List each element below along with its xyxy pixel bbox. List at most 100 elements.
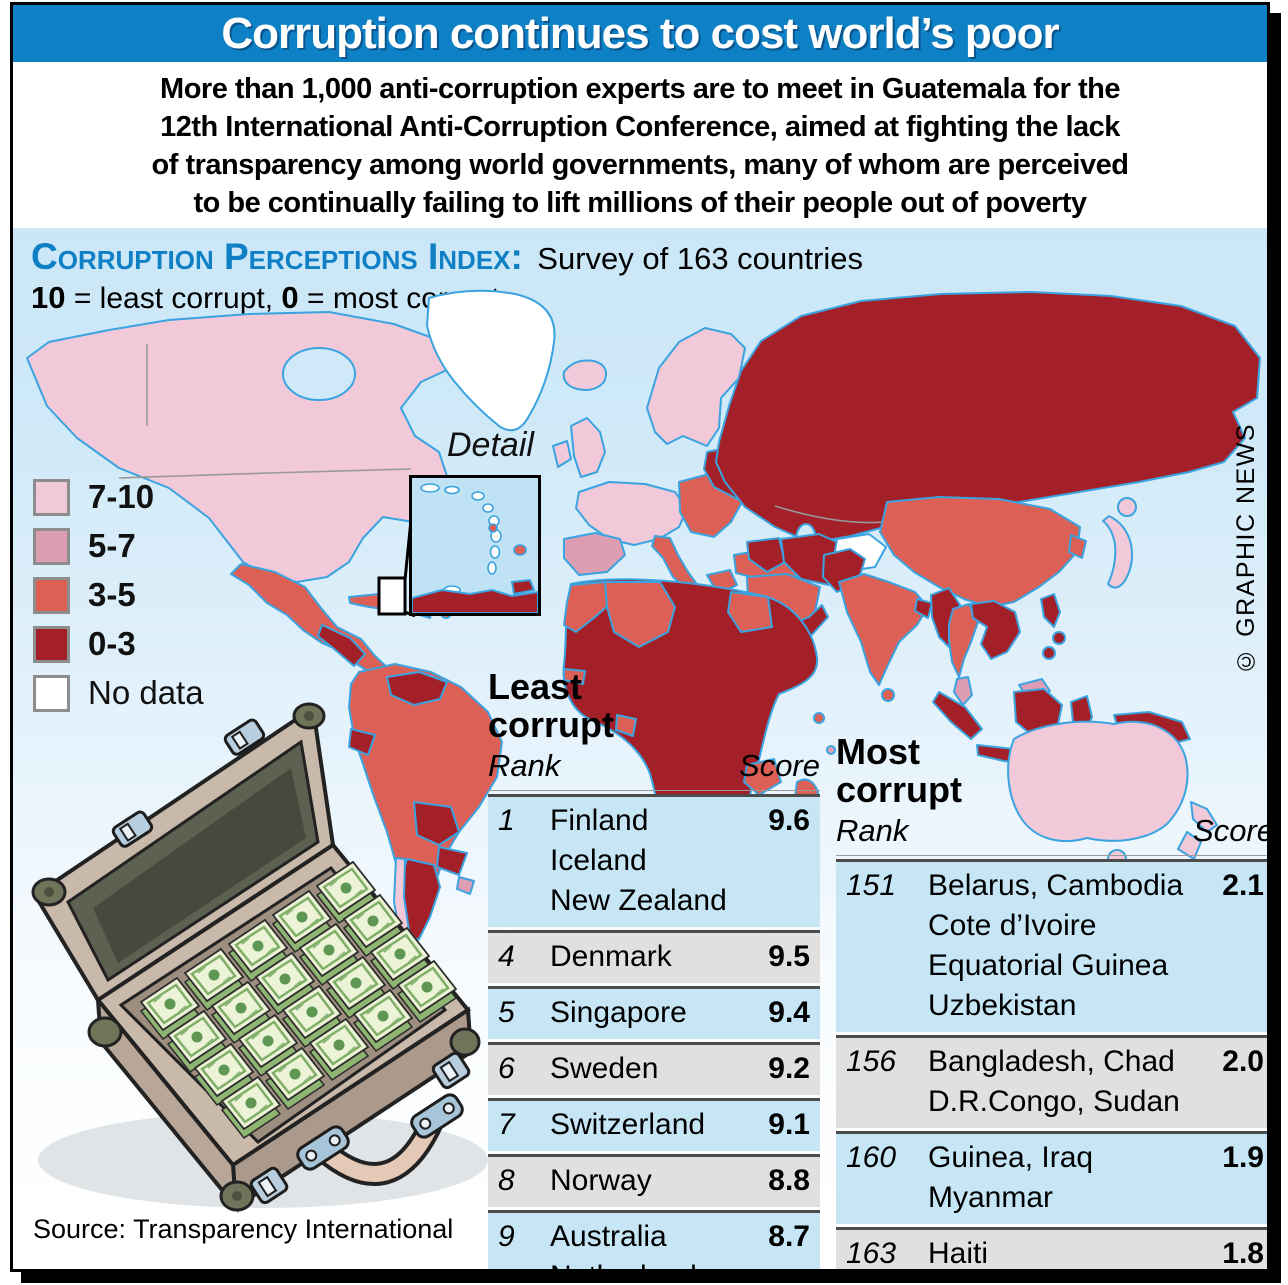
country-line: Belarus, Cambodia — [928, 869, 1184, 902]
region-malaysia — [953, 676, 973, 706]
legend-label: 7-10 — [88, 478, 155, 515]
score-cell: 2.1 — [1222, 869, 1264, 902]
region-mindanao — [1042, 646, 1056, 660]
intro-line: to be continually failing to lift millio… — [193, 187, 1087, 219]
score-cell: 9.1 — [768, 1108, 810, 1141]
country-cell: Belarus, Cambodia Cote d’Ivoire Equatori… — [928, 866, 1214, 1026]
country-line: Equatorial Guinea — [928, 949, 1169, 982]
money-briefcase-illustration — [31, 702, 488, 1214]
region-iraq-syria — [746, 537, 786, 573]
country-cell: Haiti — [928, 1234, 1214, 1269]
rank-cell: 9 — [498, 1220, 515, 1253]
country-cell: Guinea, Iraq Myanmar — [928, 1138, 1214, 1218]
rank-cell: 7 — [498, 1108, 515, 1141]
map-section: Corruption Perceptions Index: Survey of … — [13, 228, 1267, 1269]
scale-max-text: = least corrupt, — [65, 282, 282, 315]
region-west-europe — [575, 481, 688, 546]
score-cell: 8.7 — [768, 1220, 810, 1253]
region-indian-ocean-island — [826, 745, 836, 755]
page-frame: Corruption continues to cost world’s poo… — [10, 2, 1270, 1272]
cpi-heading: Corruption Perceptions Index: Survey of … — [31, 236, 863, 278]
score-cell: 9.2 — [768, 1052, 810, 1085]
detail-inset-label: Detail — [447, 426, 534, 464]
legend-item: 7-10 — [33, 478, 204, 516]
country-cell: Sweden — [550, 1049, 760, 1089]
inset-island-scored — [488, 523, 498, 533]
table-header-row: Rank Score — [836, 813, 1267, 855]
region-china — [879, 496, 1081, 608]
region-bangladesh — [914, 598, 933, 619]
region-egypt — [727, 591, 773, 633]
base-latch — [431, 1051, 471, 1090]
rank-cell: 160 — [846, 1141, 897, 1174]
table-row: 5 Singapore 9.4 — [488, 986, 820, 1039]
most-corrupt-table: Most corrupt Rank Score 151 Belarus, Cam… — [836, 733, 1267, 1269]
region-greenland — [426, 289, 556, 432]
title-line: corrupt — [836, 769, 962, 810]
region-sumatra — [932, 691, 983, 740]
country-line: Guinea, Iraq — [928, 1141, 1094, 1174]
source-credit: Source: Transparency International — [33, 1214, 454, 1244]
rank-cell: 156 — [846, 1045, 897, 1078]
graphic-news-credit: © GRAPHIC NEWS — [1232, 423, 1260, 675]
case-lid — [31, 702, 336, 1003]
region-sri-lanka — [881, 688, 895, 702]
country-line: Finland — [550, 804, 649, 837]
country-line: Uzbekistan — [928, 989, 1077, 1022]
intro-paragraph: More than 1,000 anti-corruption experts … — [13, 62, 1267, 228]
region-paraguay — [436, 846, 468, 876]
country-cell: Singapore — [550, 993, 760, 1033]
region-ireland — [552, 440, 572, 468]
case-handle — [296, 1093, 464, 1186]
table-row: 7 Switzerland 9.1 — [488, 1098, 820, 1151]
country-line: Switzerland — [550, 1108, 706, 1141]
table-row: 9 Australia Netherlands 8.7 — [488, 1210, 820, 1269]
region-philippines — [1040, 593, 1061, 628]
least-corrupt-title: Least corrupt — [488, 668, 820, 744]
region-scandinavia — [646, 327, 746, 447]
hudson-bay — [282, 347, 356, 401]
table-row: 8 Norway 8.8 — [488, 1154, 820, 1207]
score-cell: 1.9 — [1222, 1141, 1264, 1174]
score-cell: 8.8 — [768, 1164, 810, 1197]
region-senegal — [563, 668, 586, 685]
country-line: Singapore — [550, 996, 687, 1029]
cpi-subtitle: Survey of 163 countries — [537, 241, 863, 276]
country-line: New Zealand — [550, 884, 727, 917]
least-corrupt-table: Least corrupt Rank Score 1 Finland Icela… — [488, 668, 820, 1269]
legend-label: No data — [88, 674, 204, 711]
region-indochina — [970, 600, 1021, 660]
score-cell: 9.6 — [768, 804, 810, 837]
region-philippines-south — [1052, 631, 1066, 645]
legend-item: 5-7 — [33, 527, 204, 565]
country-cell: Norway — [550, 1161, 760, 1201]
legend-swatch-7-10 — [33, 478, 70, 516]
legend-swatch-3-5 — [33, 576, 70, 614]
country-line: Sweden — [550, 1052, 659, 1085]
corner-cap — [87, 1016, 123, 1048]
legend-swatch-no-data — [33, 674, 70, 712]
rank-cell: 5 — [498, 996, 515, 1029]
rank-cell: 151 — [846, 869, 897, 902]
inset-barbados — [513, 544, 527, 556]
country-line: Myanmar — [928, 1181, 1054, 1214]
intro-line: 12th International Anti-Corruption Confe… — [160, 111, 1120, 143]
country-line: Denmark — [550, 940, 672, 973]
score-cell: 2.0 — [1222, 1045, 1264, 1078]
region-ecuador — [348, 728, 376, 756]
inset-trinidad — [510, 578, 536, 596]
legend-swatch-5-7 — [33, 527, 70, 565]
legend-label: 5-7 — [88, 527, 136, 564]
country-cell: Australia Netherlands — [550, 1217, 760, 1269]
legend-item: 0-3 — [33, 625, 204, 663]
corner-cap — [449, 1027, 481, 1057]
region-tanzania — [743, 758, 782, 796]
region-hokkaido — [1117, 497, 1137, 517]
rank-cell: 1 — [498, 804, 515, 837]
scale-min: 0 — [281, 280, 299, 315]
caribbean-detail-inset — [409, 475, 541, 616]
country-cell: Finland Iceland New Zealand — [550, 801, 760, 921]
score-cell: 9.5 — [768, 940, 810, 973]
country-line: D.R.Congo, Sudan — [928, 1085, 1180, 1118]
table-row: 4 Denmark 9.5 — [488, 930, 820, 983]
